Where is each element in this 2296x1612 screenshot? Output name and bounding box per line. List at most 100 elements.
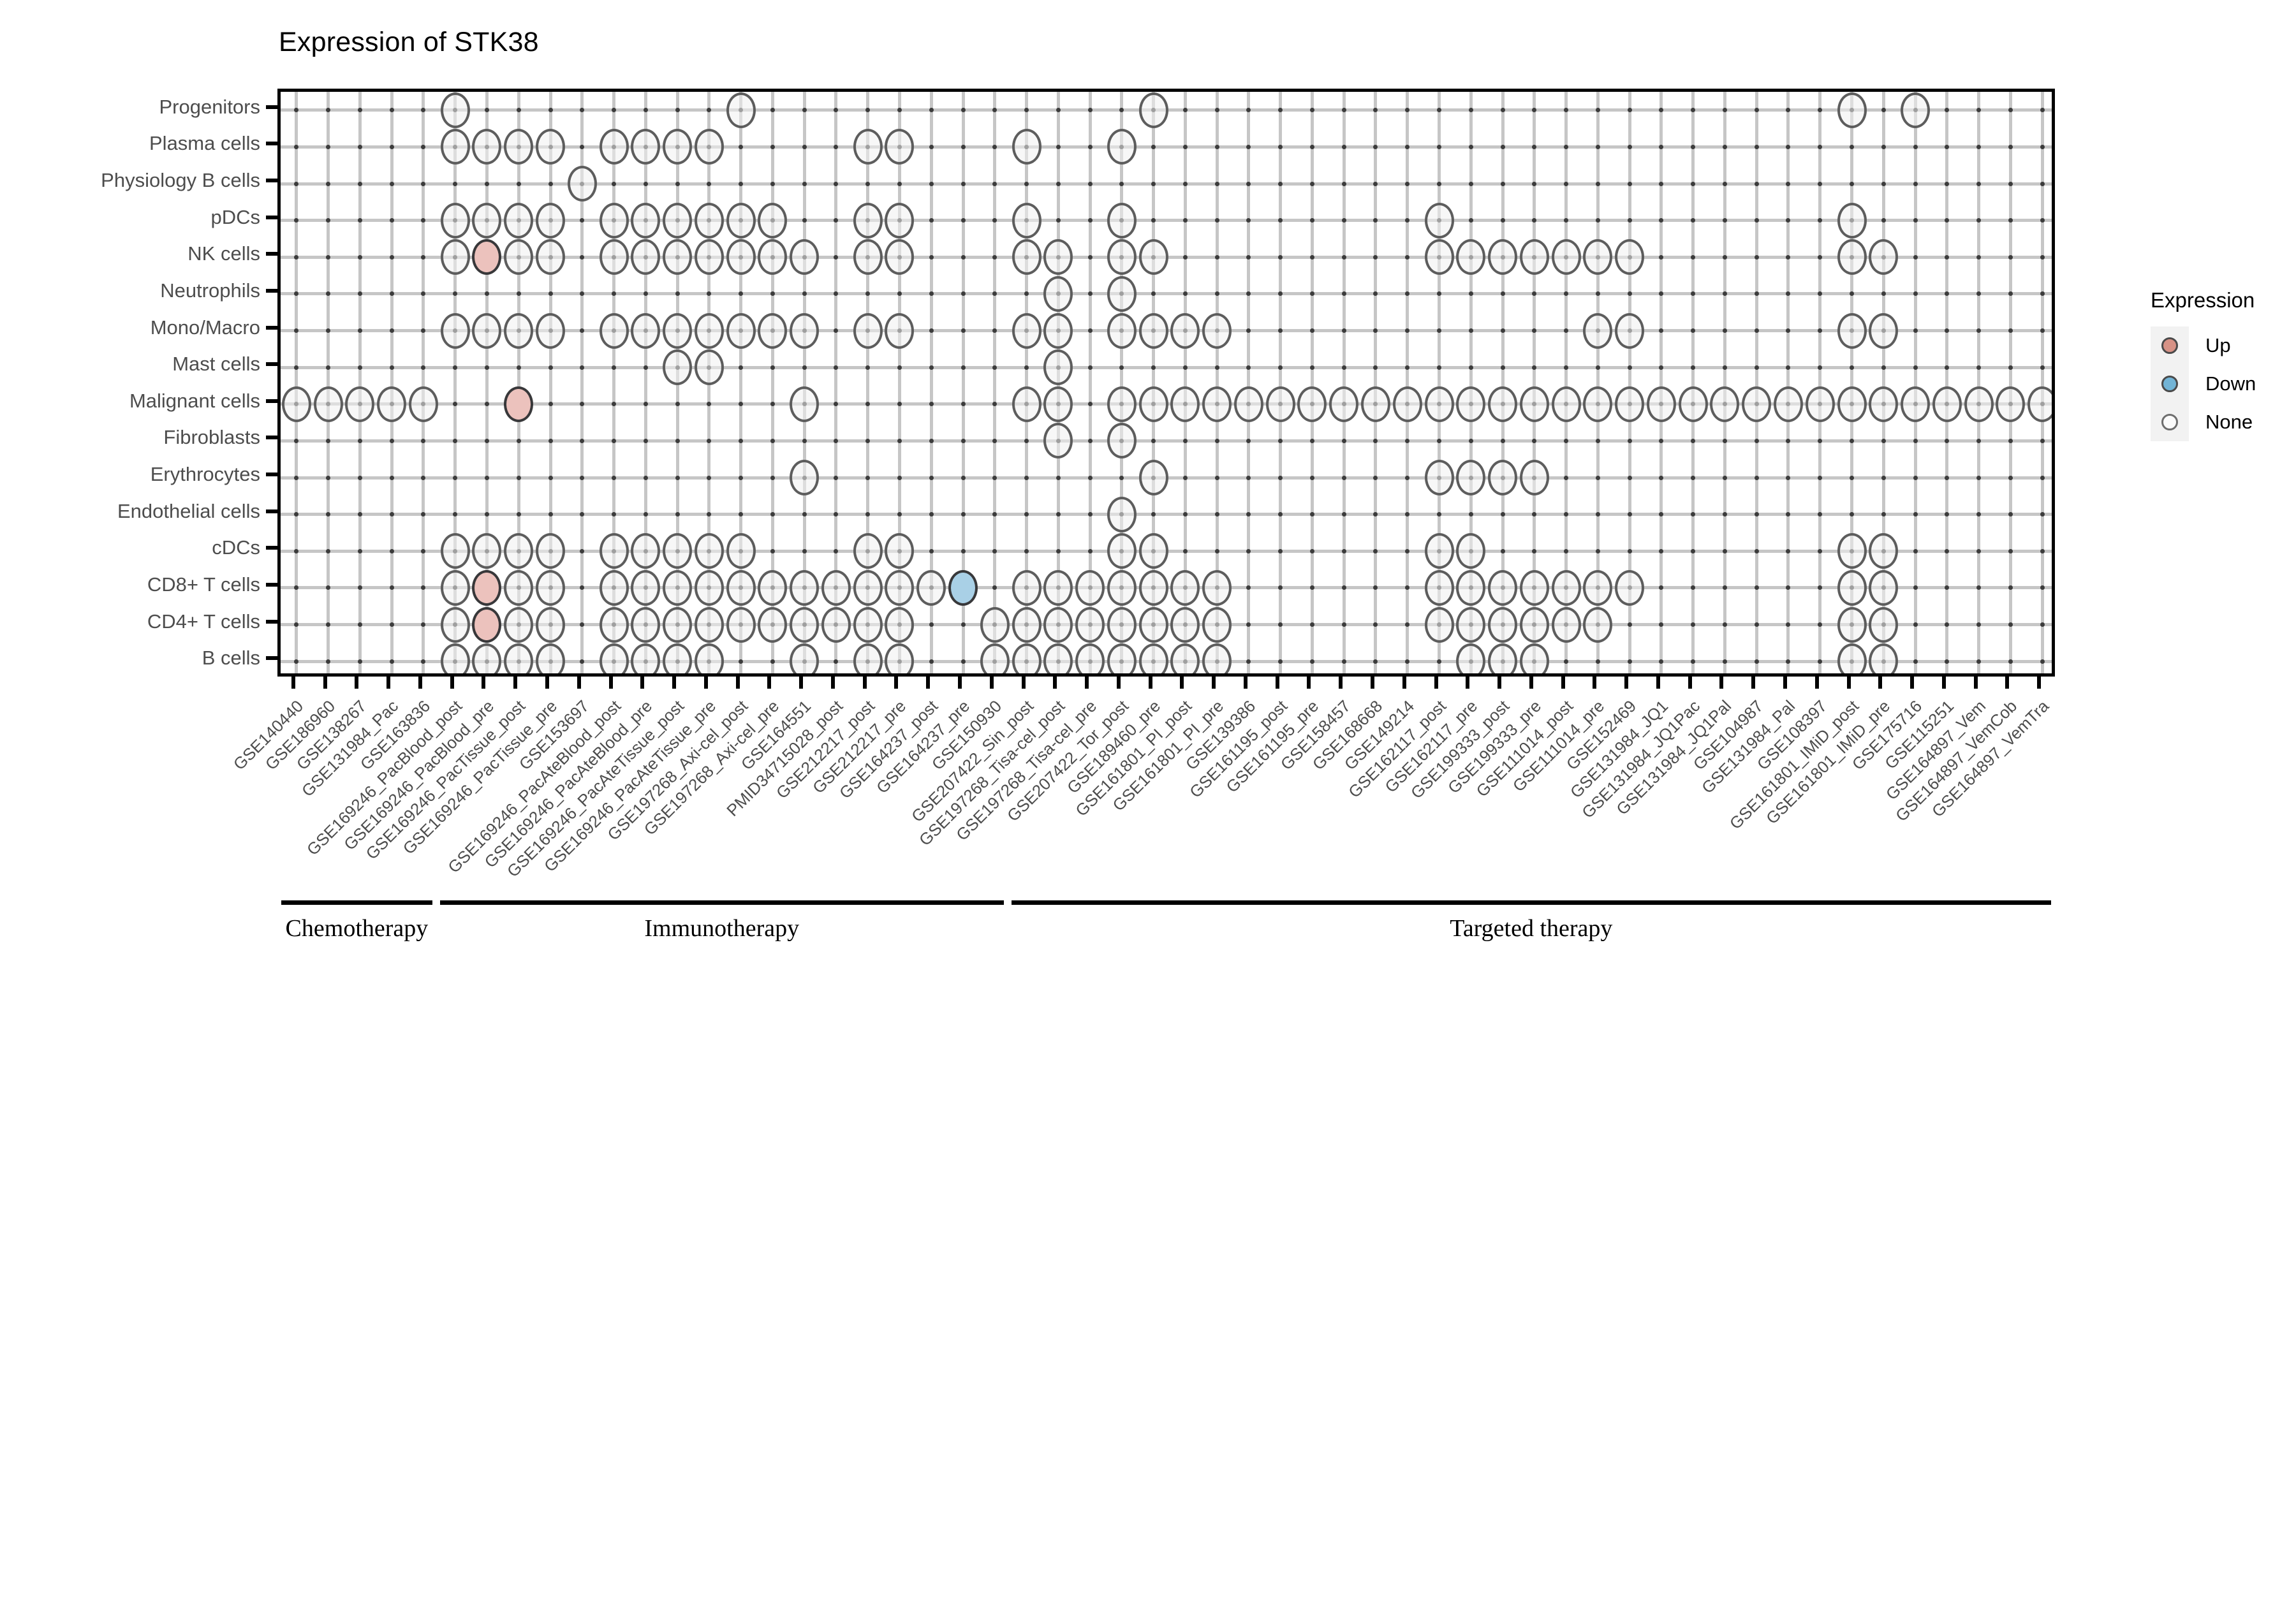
expression-dot[interactable] [1424, 202, 1454, 238]
expression-dot[interactable] [1837, 533, 1867, 569]
expression-dot[interactable] [472, 533, 502, 569]
expression-dot[interactable] [1138, 239, 1168, 275]
expression-dot[interactable] [504, 386, 534, 422]
expression-dot[interactable] [1869, 533, 1899, 569]
expression-dot[interactable] [472, 202, 502, 238]
expression-dot[interactable] [631, 533, 661, 569]
expression-dot[interactable] [1837, 386, 1867, 422]
expression-dot[interactable] [1138, 386, 1168, 422]
expression-dot[interactable] [663, 312, 693, 349]
expression-dot[interactable] [1138, 92, 1168, 128]
expression-dot[interactable] [504, 129, 534, 165]
expression-dot[interactable] [694, 569, 724, 606]
expression-dot[interactable] [885, 533, 915, 569]
expression-dot[interactable] [472, 312, 502, 349]
expression-dot[interactable] [1837, 606, 1867, 643]
expression-dot[interactable] [885, 606, 915, 643]
expression-dot[interactable] [1551, 569, 1581, 606]
expression-dot[interactable] [536, 202, 566, 238]
expression-dot[interactable] [1678, 386, 1708, 422]
expression-dot[interactable] [1075, 569, 1105, 606]
expression-dot[interactable] [567, 166, 597, 202]
expression-dot[interactable] [1265, 386, 1295, 422]
expression-dot[interactable] [1583, 569, 1613, 606]
expression-dot[interactable] [790, 643, 820, 673]
expression-dot[interactable] [694, 643, 724, 673]
expression-dot[interactable] [599, 239, 629, 275]
expression-dot[interactable] [726, 569, 756, 606]
expression-dot[interactable] [1012, 129, 1041, 165]
expression-dot[interactable] [1107, 533, 1137, 569]
expression-dot[interactable] [1138, 606, 1168, 643]
expression-dot[interactable] [853, 312, 883, 349]
expression-dot[interactable] [694, 129, 724, 165]
expression-dot[interactable] [345, 386, 375, 422]
expression-dot[interactable] [1869, 606, 1899, 643]
expression-dot[interactable] [1043, 239, 1073, 275]
expression-dot[interactable] [1932, 386, 1962, 422]
expression-dot[interactable] [1964, 386, 1994, 422]
expression-dot[interactable] [1202, 606, 1232, 643]
expression-dot[interactable] [726, 202, 756, 238]
expression-dot[interactable] [1012, 386, 1041, 422]
expression-dot[interactable] [1551, 386, 1581, 422]
expression-dot[interactable] [440, 643, 470, 673]
expression-dot[interactable] [1043, 312, 1073, 349]
expression-dot[interactable] [1043, 643, 1073, 673]
expression-dot[interactable] [790, 569, 820, 606]
expression-dot[interactable] [1519, 386, 1549, 422]
expression-dot[interactable] [1837, 643, 1867, 673]
expression-dot[interactable] [853, 239, 883, 275]
expression-dot[interactable] [663, 239, 693, 275]
expression-dot[interactable] [1583, 606, 1613, 643]
expression-dot[interactable] [440, 569, 470, 606]
expression-dot[interactable] [599, 202, 629, 238]
expression-dot[interactable] [1107, 386, 1137, 422]
expression-dot[interactable] [726, 312, 756, 349]
expression-dot[interactable] [694, 239, 724, 275]
expression-dot[interactable] [1107, 312, 1137, 349]
expression-dot[interactable] [1170, 606, 1200, 643]
expression-dot[interactable] [726, 533, 756, 569]
expression-dot[interactable] [472, 569, 502, 606]
expression-dot[interactable] [1615, 569, 1645, 606]
expression-dot[interactable] [1012, 569, 1041, 606]
expression-dot[interactable] [1519, 239, 1549, 275]
expression-dot[interactable] [1710, 386, 1740, 422]
expression-dot[interactable] [1615, 312, 1645, 349]
expression-dot[interactable] [1075, 643, 1105, 673]
expression-dot[interactable] [472, 643, 502, 673]
expression-dot[interactable] [1615, 239, 1645, 275]
expression-dot[interactable] [1488, 606, 1518, 643]
expression-dot[interactable] [1043, 569, 1073, 606]
expression-dot[interactable] [853, 129, 883, 165]
expression-dot[interactable] [599, 569, 629, 606]
expression-dot[interactable] [1233, 386, 1263, 422]
expression-dot[interactable] [1456, 386, 1486, 422]
expression-dot[interactable] [885, 569, 915, 606]
expression-dot[interactable] [1424, 239, 1454, 275]
expression-dot[interactable] [1360, 386, 1390, 422]
expression-dot[interactable] [536, 533, 566, 569]
expression-dot[interactable] [504, 606, 534, 643]
expression-dot[interactable] [1869, 569, 1899, 606]
expression-dot[interactable] [1583, 386, 1613, 422]
expression-dot[interactable] [663, 569, 693, 606]
expression-dot[interactable] [536, 643, 566, 673]
expression-dot[interactable] [758, 606, 788, 643]
expression-dot[interactable] [440, 606, 470, 643]
expression-dot[interactable] [440, 312, 470, 349]
expression-dot[interactable] [726, 92, 756, 128]
expression-dot[interactable] [694, 606, 724, 643]
expression-dot[interactable] [1456, 239, 1486, 275]
expression-dot[interactable] [1901, 386, 1931, 422]
expression-dot[interactable] [1043, 606, 1073, 643]
expression-dot[interactable] [821, 569, 851, 606]
expression-dot[interactable] [1424, 533, 1454, 569]
expression-dot[interactable] [853, 569, 883, 606]
expression-dot[interactable] [663, 533, 693, 569]
expression-dot[interactable] [281, 386, 311, 422]
expression-dot[interactable] [1456, 569, 1486, 606]
expression-dot[interactable] [440, 202, 470, 238]
expression-dot[interactable] [663, 349, 693, 386]
